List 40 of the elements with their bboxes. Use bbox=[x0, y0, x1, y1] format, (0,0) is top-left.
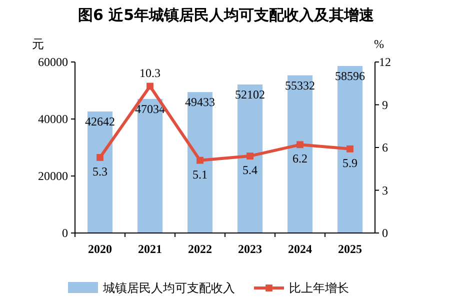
x-tick-label: 2022 bbox=[188, 242, 212, 256]
point bbox=[196, 156, 204, 164]
data-label: 49433 bbox=[185, 95, 215, 110]
point bbox=[246, 152, 254, 160]
y-tick-label: 60000 bbox=[38, 55, 68, 69]
data-label: 52102 bbox=[235, 88, 265, 102]
x-tick-label: 2025 bbox=[338, 242, 362, 256]
y2-tick-label: 12 bbox=[379, 55, 391, 69]
data-label: 5.9 bbox=[342, 156, 358, 170]
data-label: 6.2 bbox=[292, 152, 308, 166]
y-axis-title: 元 bbox=[32, 37, 44, 51]
data-label: 55332 bbox=[285, 78, 315, 92]
y-tick-label: 40000 bbox=[38, 112, 68, 126]
point bbox=[146, 82, 154, 90]
point bbox=[296, 141, 304, 148]
chart-title: 图6 近5年城镇居民人均可支配收入及其增速 bbox=[78, 6, 376, 24]
y2-tick-label: 6 bbox=[382, 140, 388, 154]
y2-axis-title: % bbox=[374, 37, 384, 51]
y-tick-label: 0 bbox=[62, 226, 68, 240]
point bbox=[96, 154, 104, 161]
y2-tick-label: 3 bbox=[382, 183, 388, 198]
data-label: 10.3 bbox=[140, 66, 160, 80]
data-label: 5.1 bbox=[192, 167, 208, 182]
bar bbox=[288, 75, 312, 233]
data-label: 5.3 bbox=[92, 164, 108, 178]
y-tick-label: 20000 bbox=[38, 169, 68, 183]
data-label: 47034 bbox=[135, 102, 165, 116]
y2-tick-label: 9 bbox=[382, 98, 388, 112]
legend-label: 比上年增长 bbox=[289, 281, 349, 295]
x-tick-label: 2020 bbox=[88, 242, 112, 256]
x-tick-label: 2024 bbox=[288, 242, 312, 256]
data-label: 58596 bbox=[335, 69, 365, 83]
x-tick-label: 2023 bbox=[238, 242, 262, 256]
point bbox=[346, 145, 354, 152]
bar bbox=[238, 84, 262, 233]
y2-tick-label: 0 bbox=[382, 226, 388, 240]
legend-label: 城镇居民人均可支配收入 bbox=[102, 281, 235, 295]
x-tick-label: 2021 bbox=[138, 242, 162, 256]
data-label: 5.4 bbox=[242, 163, 258, 178]
data-label: 42642 bbox=[85, 114, 115, 128]
